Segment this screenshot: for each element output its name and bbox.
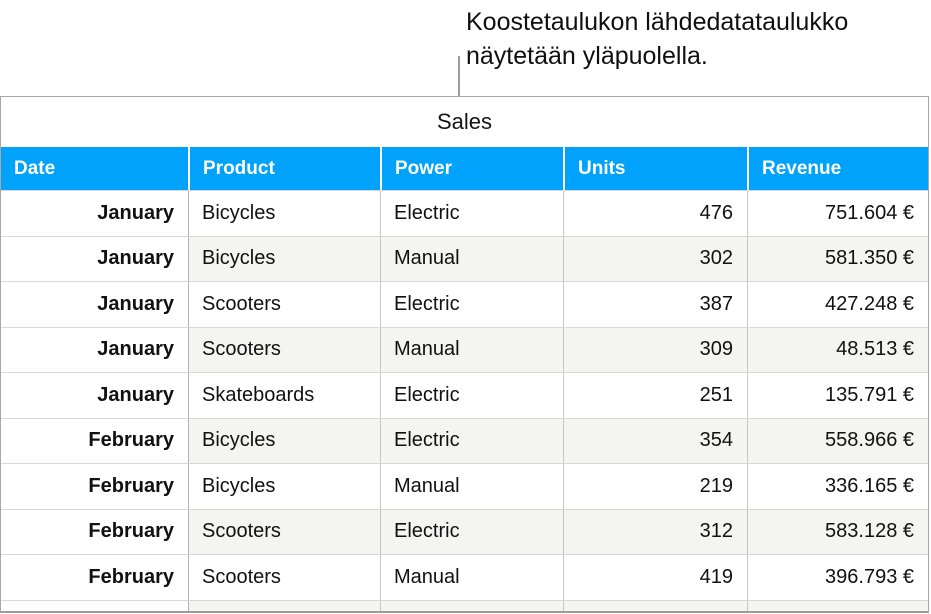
table-row: January Skateboards Electric 251 135.791 €	[1, 372, 928, 418]
table-cell[interactable]: 427.248 €	[747, 282, 928, 327]
table-cell[interactable]: Electric	[380, 373, 563, 418]
table-cell[interactable]: 302	[563, 236, 747, 281]
table-cell[interactable]: 476	[563, 191, 747, 236]
table-row: February Scooters Manual 419 396.793 €	[1, 554, 928, 600]
header-cell-product[interactable]: Product	[188, 147, 380, 190]
table-title-row[interactable]: Sales	[1, 97, 928, 147]
table-cell[interactable]: Manual	[380, 555, 563, 600]
table-cell[interactable]: Skateboards	[188, 373, 380, 418]
table-title[interactable]: Sales	[436, 109, 493, 134]
table-cell[interactable]: January	[1, 191, 188, 236]
table-row: February Bicycles Electric 354 558.966 €	[1, 417, 928, 463]
table-cell[interactable]: February	[1, 555, 188, 600]
table-row: January Scooters Manual 309 48.513 €	[1, 326, 928, 372]
header-cell-date[interactable]: Date	[14, 157, 56, 179]
table-row: January Scooters Electric 387 427.248 €	[1, 281, 928, 327]
table-cell[interactable]: Electric	[380, 418, 563, 463]
table-cell[interactable]: 336.165 €	[747, 464, 928, 509]
table-cell[interactable]	[563, 600, 747, 611]
table-row: February Scooters Electric 312 583.128 €	[1, 508, 928, 554]
table-cell[interactable]: February	[1, 464, 188, 509]
table-cell[interactable]: Electric	[380, 509, 563, 554]
table-cell[interactable]	[188, 600, 380, 611]
table-row: January Bicycles Manual 302 581.350 €	[1, 235, 928, 281]
table-cell[interactable]: January	[1, 327, 188, 372]
table-cell[interactable]: Scooters	[188, 509, 380, 554]
table-cell[interactable]: 751.604 €	[747, 191, 928, 236]
table-cell[interactable]: 396.793 €	[747, 555, 928, 600]
table-cell[interactable]: Bicycles	[188, 464, 380, 509]
callout-text: Koostetaulukon lähdedatataulukko näytetä…	[466, 5, 848, 73]
table-cell[interactable]: January	[1, 282, 188, 327]
table-cell[interactable]: Scooters	[188, 282, 380, 327]
table-cell[interactable]: 581.350 €	[747, 236, 928, 281]
table-cell[interactable]: 312	[563, 509, 747, 554]
table-cell[interactable]: Electric	[380, 282, 563, 327]
table-row-partial	[1, 599, 928, 611]
callout-line-2: näytetään yläpuolella.	[466, 42, 708, 70]
table-cell[interactable]: Manual	[380, 327, 563, 372]
table-cell[interactable]: 219	[563, 464, 747, 509]
table-cell[interactable]: 583.128 €	[747, 509, 928, 554]
callout-line-1: Koostetaulukon lähdedatataulukko	[466, 8, 849, 36]
table-row: February Bicycles Manual 219 336.165 €	[1, 463, 928, 509]
table-row: January Bicycles Electric 476 751.604 €	[1, 190, 928, 236]
header-cell-units[interactable]: Units	[563, 147, 747, 190]
table-cell[interactable]	[747, 600, 928, 611]
table-cell[interactable]: February	[1, 418, 188, 463]
table-cell[interactable]: 135.791 €	[747, 373, 928, 418]
table-cell[interactable]: Electric	[380, 191, 563, 236]
table-cell[interactable]: Scooters	[188, 555, 380, 600]
table-cell[interactable]: Scooters	[188, 327, 380, 372]
table-body: January Bicycles Electric 476 751.604 € Janua…	[1, 190, 928, 611]
table-cell[interactable]: February	[1, 509, 188, 554]
table-cell[interactable]: January	[1, 373, 188, 418]
sales-table: Sales Date Product Power Units Revenue J…	[0, 96, 929, 613]
table-cell[interactable]: 251	[563, 373, 747, 418]
table-cell[interactable]: 354	[563, 418, 747, 463]
table-cell[interactable]: 558.966 €	[747, 418, 928, 463]
header-cell-revenue[interactable]: Revenue	[747, 147, 928, 190]
table-header-row: Date Product Power Units Revenue	[1, 147, 928, 190]
table-cell[interactable]: Manual	[380, 464, 563, 509]
table-cell[interactable]: 309	[563, 327, 747, 372]
table-cell[interactable]: Bicycles	[188, 418, 380, 463]
table-cell[interactable]: January	[1, 236, 188, 281]
header-cell-power[interactable]: Power	[380, 147, 563, 190]
callout-leader-line	[458, 56, 460, 96]
table-cell[interactable]: 48.513 €	[747, 327, 928, 372]
table-cell[interactable]	[1, 600, 188, 611]
table-cell[interactable]: Bicycles	[188, 191, 380, 236]
table-cell[interactable]	[380, 600, 563, 611]
table-cell[interactable]: Bicycles	[188, 236, 380, 281]
table-cell[interactable]: 419	[563, 555, 747, 600]
table-cell[interactable]: Manual	[380, 236, 563, 281]
table-cell[interactable]: 387	[563, 282, 747, 327]
